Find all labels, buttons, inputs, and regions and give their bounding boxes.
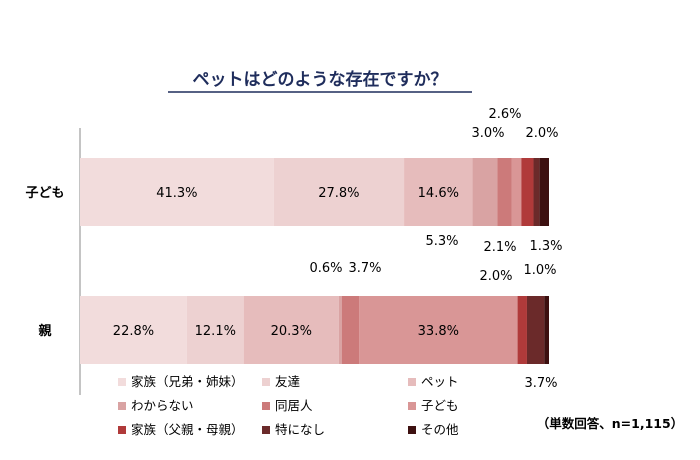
legend-swatch xyxy=(118,402,126,410)
data-label: 27.8% xyxy=(318,186,359,201)
legend-label: ペット xyxy=(421,374,459,389)
data-label: 1.0% xyxy=(523,263,556,278)
data-label: 0.6% xyxy=(309,261,342,276)
data-label: 33.8% xyxy=(418,324,459,339)
data-label: 3.0% xyxy=(471,126,504,141)
legend-swatch xyxy=(408,426,416,434)
bar-segment xyxy=(533,158,540,226)
legend-label: わからない xyxy=(131,398,194,413)
bar-segment xyxy=(521,158,534,226)
data-label: 20.3% xyxy=(271,324,312,339)
legend-swatch xyxy=(408,402,416,410)
data-label: 41.3% xyxy=(156,186,197,201)
data-label: 2.0% xyxy=(479,269,512,284)
legend-label: 特になし xyxy=(275,422,325,437)
legend-label: その他 xyxy=(421,422,459,437)
legend-label: 家族（兄弟・姉妹） xyxy=(131,374,244,389)
bar-segment xyxy=(497,158,512,226)
bar-segment xyxy=(472,158,498,226)
bar-segment xyxy=(526,296,545,364)
legend-label: 子ども xyxy=(421,398,459,413)
bar-segment xyxy=(186,296,244,364)
bar-segment xyxy=(341,296,360,364)
data-label: 3.7% xyxy=(524,376,557,391)
legend-swatch xyxy=(408,378,416,386)
bar-segment xyxy=(539,158,549,226)
data-label: 22.8% xyxy=(113,324,154,339)
legend-swatch xyxy=(118,378,126,386)
bar-segment xyxy=(338,296,342,364)
legend-swatch xyxy=(262,426,270,434)
data-label: 12.1% xyxy=(195,324,236,339)
bar-segment xyxy=(80,158,274,226)
chart-title: ペットはどのような存在ですか？ xyxy=(193,69,448,90)
bars-layer xyxy=(80,158,549,364)
legend-swatch xyxy=(262,378,270,386)
category-label: 親 xyxy=(38,323,51,339)
data-label: 3.7% xyxy=(348,261,381,276)
data-label: 5.3% xyxy=(425,234,458,249)
sample-size-note: （単数回答、n=1,115） xyxy=(537,416,683,431)
bar-segment xyxy=(359,296,518,364)
legend-label: 家族（父親・母親） xyxy=(131,422,244,437)
legend-label: 同居人 xyxy=(275,398,313,413)
data-label: 2.1% xyxy=(483,240,516,255)
data-label: 2.6% xyxy=(488,107,521,122)
data-label: 1.3% xyxy=(529,239,562,254)
data-label: 14.6% xyxy=(418,186,459,201)
bar-segment xyxy=(80,296,187,364)
legend-swatch xyxy=(262,402,270,410)
bar-segment xyxy=(404,158,473,226)
bar-segment xyxy=(273,158,405,226)
bar-segment xyxy=(544,296,549,364)
bar-segment xyxy=(511,158,522,226)
bar-segment xyxy=(243,296,339,364)
category-label: 子ども xyxy=(25,186,64,201)
bar-segment xyxy=(517,296,527,364)
legend-label: 友達 xyxy=(275,374,301,389)
data-label: 2.0% xyxy=(525,126,558,141)
legend-swatch xyxy=(118,426,126,434)
data-labels-layer: 41.3% 27.8% 14.6% 5.3% 3.0% 2.1% 2.6% 1.3% 2.0% 2… xyxy=(113,107,563,391)
